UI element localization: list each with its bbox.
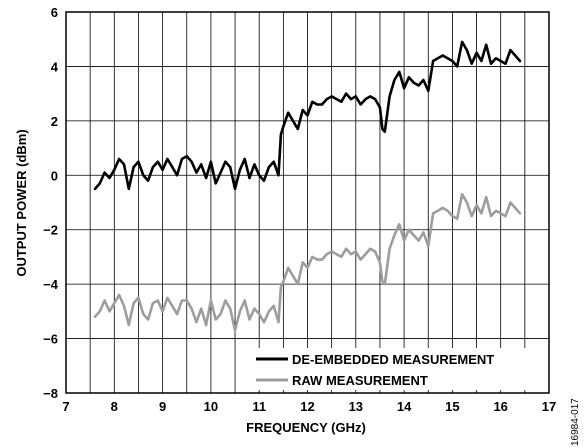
y-tick-label: 0 bbox=[51, 168, 58, 183]
x-tick-label: 13 bbox=[349, 399, 363, 414]
legend-label-raw: RAW MEASUREMENT bbox=[292, 373, 428, 388]
y-tick-label: −2 bbox=[43, 223, 58, 238]
series-layer bbox=[93, 40, 522, 332]
legend: DE-EMBEDDED MEASUREMENT RAW MEASUREMENT bbox=[252, 348, 541, 390]
y-tick-label: 4 bbox=[51, 59, 59, 74]
x-tick-label: 11 bbox=[252, 399, 266, 414]
x-axis-label: FREQUENCY (GHz) bbox=[246, 420, 366, 435]
x-tick-label: 14 bbox=[397, 399, 412, 414]
legend-box bbox=[252, 348, 541, 390]
x-tick-label: 12 bbox=[300, 399, 314, 414]
x-tick-labels: 7 8 9 10 11 12 13 14 15 16 17 bbox=[62, 399, 556, 414]
y-tick-label: −4 bbox=[43, 277, 59, 292]
y-tick-label: 2 bbox=[51, 114, 58, 129]
y-tick-label: −6 bbox=[43, 332, 58, 347]
x-tick-label: 15 bbox=[445, 399, 459, 414]
figure-id: 16984-017 bbox=[570, 398, 581, 446]
y-tick-labels: 6 4 2 0 −2 −4 −6 −8 bbox=[43, 5, 59, 401]
y-tick-label: −8 bbox=[43, 386, 58, 401]
plot-frame bbox=[65, 11, 550, 394]
y-axis-label: OUTPUT POWER (dBm) bbox=[14, 129, 29, 276]
x-tick-label: 10 bbox=[204, 399, 218, 414]
x-tick-label: 17 bbox=[542, 399, 556, 414]
y-tick-label: 6 bbox=[51, 5, 58, 20]
legend-label-de-embedded: DE-EMBEDDED MEASUREMENT bbox=[292, 352, 494, 367]
series-line-de-embedded bbox=[93, 40, 522, 191]
x-tick-label: 8 bbox=[111, 399, 118, 414]
x-tick-label: 9 bbox=[159, 399, 166, 414]
series-line-raw bbox=[93, 193, 522, 332]
x-tick-label: 7 bbox=[62, 399, 69, 414]
x-tick-label: 16 bbox=[493, 399, 507, 414]
grid bbox=[66, 12, 549, 393]
